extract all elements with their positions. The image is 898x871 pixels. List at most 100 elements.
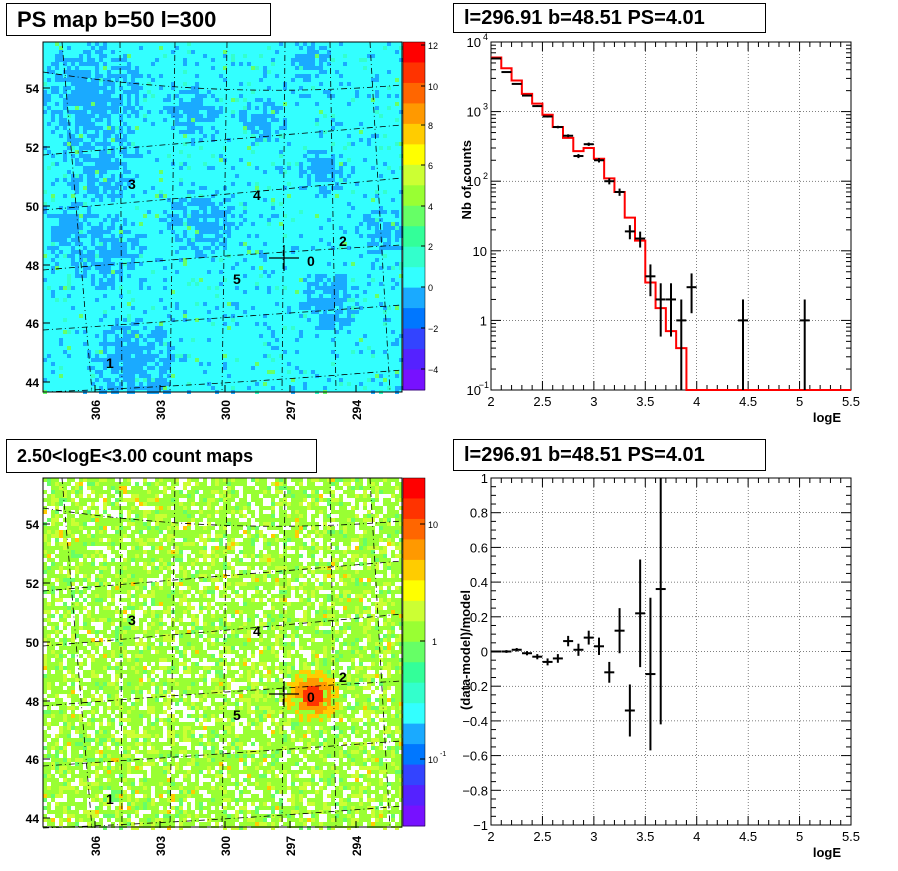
y-axis-label: (data-model)/model — [458, 590, 473, 710]
data-point — [522, 94, 532, 97]
colorbar-tick-label: 10 — [428, 755, 438, 765]
x-tick-label: 3 — [590, 829, 597, 844]
x-tick-label: 294 — [350, 836, 364, 856]
data-point — [655, 283, 666, 337]
y-tick-label: −0.4 — [462, 714, 488, 729]
y-tick-label: 46 — [26, 317, 40, 331]
x-tick-label: 4.5 — [739, 829, 757, 844]
colorbar-tick-label: -1 — [440, 751, 446, 758]
x-tick-label: 5.5 — [842, 394, 860, 409]
x-tick-label: 300 — [219, 836, 233, 856]
x-tick-label: 303 — [154, 400, 168, 420]
data-point — [686, 273, 697, 314]
residual-plot: 2 2.5 3 3.5 4 4.5 5 5.510.80.60.40.20−0.2−0.4−0… — [458, 471, 860, 860]
data-point — [614, 188, 625, 196]
colorbar-tick-label: 6 — [428, 161, 433, 171]
y-tick-label-exp: 2 — [483, 171, 488, 181]
colorbar-tick-label: −4 — [428, 365, 438, 375]
data-point — [511, 82, 522, 85]
source-label-5: 5 — [233, 271, 241, 287]
model-step-line — [491, 56, 851, 391]
y-tick-label: 54 — [26, 518, 40, 532]
count-map-panel: 2.50<logE<3.00 count maps 54 52 50 48 46 44 3… — [0, 436, 449, 871]
residual-point — [624, 684, 635, 737]
x-tick-label: 5.5 — [842, 829, 860, 844]
source-label-5: 5 — [233, 707, 241, 723]
ps-map-title: PS map b=50 l=300 — [6, 3, 271, 36]
residual-point — [511, 648, 522, 652]
colorbar-tick-label: 1 — [432, 637, 437, 647]
data-point — [532, 105, 543, 108]
colorbar-tick-label: −2 — [428, 324, 438, 334]
y-tick-label: 50 — [26, 636, 40, 650]
data-point — [563, 134, 574, 138]
data-point — [738, 299, 748, 390]
y-tick-label: 48 — [26, 259, 40, 273]
y-tick-label-exp: −1 — [479, 380, 489, 390]
source-label-0: 0 — [307, 689, 315, 705]
colorbar-tick-label: 8 — [428, 121, 433, 131]
x-tick-label: 4.5 — [739, 394, 757, 409]
residual-point — [583, 630, 594, 645]
x-tick-label: 303 — [154, 836, 168, 856]
x-tick-label: 4 — [693, 829, 700, 844]
y-tick-label: 48 — [26, 695, 40, 709]
spectrum-panel: l=296.91 b=48.51 PS=4.01 2 2.5 3 3.5 4 4.5 5 5.… — [449, 0, 898, 436]
residual-point — [594, 637, 604, 655]
x-tick-label: 3.5 — [636, 829, 654, 844]
data-point — [542, 115, 553, 118]
residual-panel: l=296.91 b=48.51 PS=4.01 2 2.5 3 3.5 4 4.5 5 5.… — [449, 436, 898, 871]
y-tick-label: 0.4 — [470, 575, 488, 590]
x-axis-label: logE — [813, 410, 841, 425]
y-tick-label: 10 — [467, 105, 481, 120]
residual-point — [645, 597, 656, 751]
x-tick-label: 294 — [350, 400, 364, 420]
y-tick-label: 52 — [26, 141, 40, 155]
colorbar-tick-label: 12 — [428, 41, 438, 51]
residual-point — [655, 478, 666, 725]
x-tick-label: 5 — [796, 829, 803, 844]
x-tick-label: 297 — [284, 836, 298, 856]
data-point — [573, 154, 584, 159]
source-label-1: 1 — [106, 355, 114, 371]
source-label-4: 4 — [253, 623, 261, 639]
source-label-1: 1 — [106, 791, 114, 807]
data-point — [501, 71, 512, 74]
y-tick-label: 50 — [26, 200, 40, 214]
y-tick-label: −0.8 — [462, 783, 488, 798]
y-tick-label: −0.6 — [462, 749, 488, 764]
residual-point — [501, 650, 512, 653]
colorbar-tick-label: 4 — [428, 202, 433, 212]
data-point — [799, 299, 810, 390]
x-tick-label: 2.5 — [533, 394, 551, 409]
data-point — [676, 299, 687, 390]
y-tick-label: 46 — [26, 753, 40, 767]
x-tick-label: 2 — [487, 829, 494, 844]
x-tick-label: 306 — [89, 836, 103, 856]
count-map-title: 2.50<logE<3.00 count maps — [6, 439, 317, 473]
colorbar-tick-label: 10 — [428, 82, 438, 92]
colorbar-tick-label: 0 — [428, 283, 433, 293]
y-tick-label: 52 — [26, 577, 40, 591]
y-tick-label: 10 — [473, 244, 487, 259]
x-tick-label: 2.5 — [533, 829, 551, 844]
x-tick-label: 297 — [284, 400, 298, 420]
residual-point — [522, 651, 532, 656]
source-label-4: 4 — [253, 187, 261, 203]
source-label-0: 0 — [307, 253, 315, 269]
x-tick-label: 306 — [89, 400, 103, 420]
x-tick-label: 3.5 — [636, 394, 654, 409]
y-tick-label: 44 — [26, 812, 40, 826]
residual-point — [563, 635, 574, 647]
data-point — [624, 225, 635, 240]
y-tick-label: 10 — [467, 35, 481, 50]
residual-point — [491, 650, 502, 653]
source-label-2: 2 — [339, 233, 347, 249]
data-point — [583, 142, 594, 146]
x-tick-label: 3 — [590, 394, 597, 409]
y-tick-label: 0.6 — [470, 540, 488, 555]
source-label-2: 2 — [339, 669, 347, 685]
y-tick-label: 1 — [481, 471, 488, 486]
